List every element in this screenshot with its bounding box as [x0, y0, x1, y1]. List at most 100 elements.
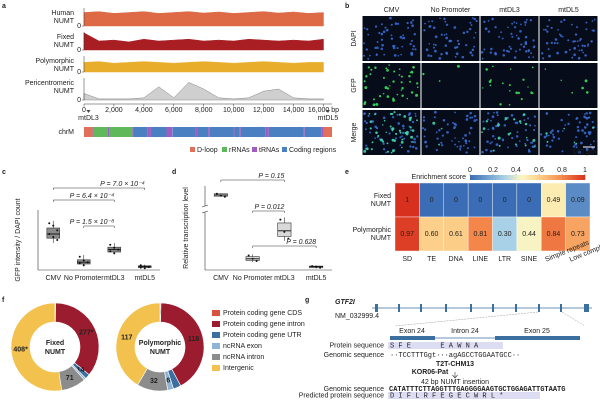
nucleus	[585, 112, 588, 115]
colorbar-step	[498, 175, 502, 180]
nucleus	[530, 52, 532, 55]
chrm-segment	[195, 127, 198, 137]
nucleus	[579, 37, 582, 41]
nucleus	[469, 51, 473, 55]
nucleus	[556, 42, 559, 45]
nucleus	[543, 135, 547, 139]
point	[143, 267, 146, 270]
nucleus	[515, 22, 518, 24]
nucleus	[548, 19, 551, 22]
nucleus	[464, 133, 467, 137]
nucleus	[515, 34, 518, 37]
nucleus	[583, 126, 587, 129]
nucleus	[475, 20, 478, 23]
exon	[538, 304, 540, 312]
micrograph	[362, 16, 421, 61]
heat-cell	[443, 182, 469, 218]
nucleus	[412, 145, 415, 149]
gfp-cell	[374, 66, 377, 69]
gfp-cell	[391, 149, 395, 153]
nucleus	[455, 52, 459, 56]
legend-label: Protein coding gene intron	[223, 321, 305, 328]
y-tick-label: 0	[77, 23, 81, 30]
cell-label: 0	[503, 197, 507, 204]
cell-label: 0.09	[571, 197, 585, 204]
nucleus	[434, 35, 438, 39]
nucleus	[423, 29, 426, 32]
point	[143, 265, 146, 268]
nucleus	[445, 23, 449, 27]
nucleus	[394, 22, 398, 26]
nucleus	[577, 45, 580, 47]
nucleus	[465, 142, 468, 145]
nucleus	[568, 48, 571, 51]
exon	[398, 304, 400, 312]
nucleus	[593, 18, 596, 21]
row-label: Genomic sequence	[324, 352, 384, 359]
colorbar-step	[516, 175, 520, 180]
point	[52, 236, 55, 238]
marker-label: mtDL3	[78, 115, 99, 122]
panel-label: c	[2, 169, 6, 176]
track-area	[83, 11, 324, 27]
cell-label: 0.61	[449, 231, 463, 238]
y-axis-title: GFP intensity / DAPI count	[15, 198, 22, 281]
nucleus	[428, 42, 431, 45]
legend-swatch	[222, 147, 227, 152]
gfp-cell	[365, 147, 369, 151]
row-label: DAPI	[351, 30, 358, 46]
gfp-cell	[400, 81, 403, 84]
nucleus	[490, 119, 492, 122]
gfp-cell	[525, 136, 528, 139]
nucleus	[559, 34, 563, 37]
nucleus	[480, 50, 484, 54]
point	[56, 239, 59, 241]
nucleus	[456, 145, 459, 148]
nucleus	[491, 135, 495, 138]
colorbar-step	[539, 175, 543, 180]
point	[113, 246, 116, 249]
gfp-cell	[411, 71, 414, 74]
nucleus	[574, 33, 578, 36]
nucleus	[500, 31, 503, 34]
nucleus	[382, 142, 385, 145]
point	[279, 218, 282, 221]
nucleus	[406, 149, 410, 153]
gfp-cell	[392, 80, 395, 83]
gfp-cell	[508, 84, 511, 87]
nucleus	[473, 17, 477, 21]
transcript-id: NM_032999.4	[335, 313, 379, 320]
heat-cell	[419, 216, 444, 252]
nucleus	[496, 114, 499, 117]
nucleus	[503, 124, 507, 127]
nucleus	[510, 32, 513, 35]
nucleus	[567, 39, 570, 42]
point	[82, 259, 85, 262]
nucleus	[453, 122, 457, 126]
nucleus	[551, 129, 554, 132]
gfp-cell	[520, 98, 523, 101]
gfp-cell	[517, 91, 521, 95]
heat-cell	[467, 182, 493, 218]
nucleus	[468, 131, 471, 134]
chrm-segment	[233, 127, 235, 137]
p-value: P = 7.0 × 10⁻⁴	[100, 181, 145, 188]
gfp-cell	[406, 97, 409, 100]
nucleus	[393, 44, 396, 47]
exon-zoom	[390, 336, 435, 340]
nucleus	[507, 26, 509, 29]
chrm-segment	[172, 127, 196, 137]
colorbar-step	[507, 175, 511, 180]
nucleus	[567, 113, 570, 116]
gfp-cell	[438, 143, 440, 146]
nucleus	[493, 111, 495, 114]
point	[78, 262, 81, 265]
nucleus	[491, 141, 493, 143]
chrm-segment	[84, 127, 93, 137]
x-tick-label: mtDL5	[306, 275, 327, 282]
nucleus	[543, 28, 545, 31]
box	[46, 227, 60, 239]
track-name: NUMT	[54, 18, 75, 25]
gfp-cell	[398, 68, 401, 71]
chrm-segment	[150, 127, 167, 137]
